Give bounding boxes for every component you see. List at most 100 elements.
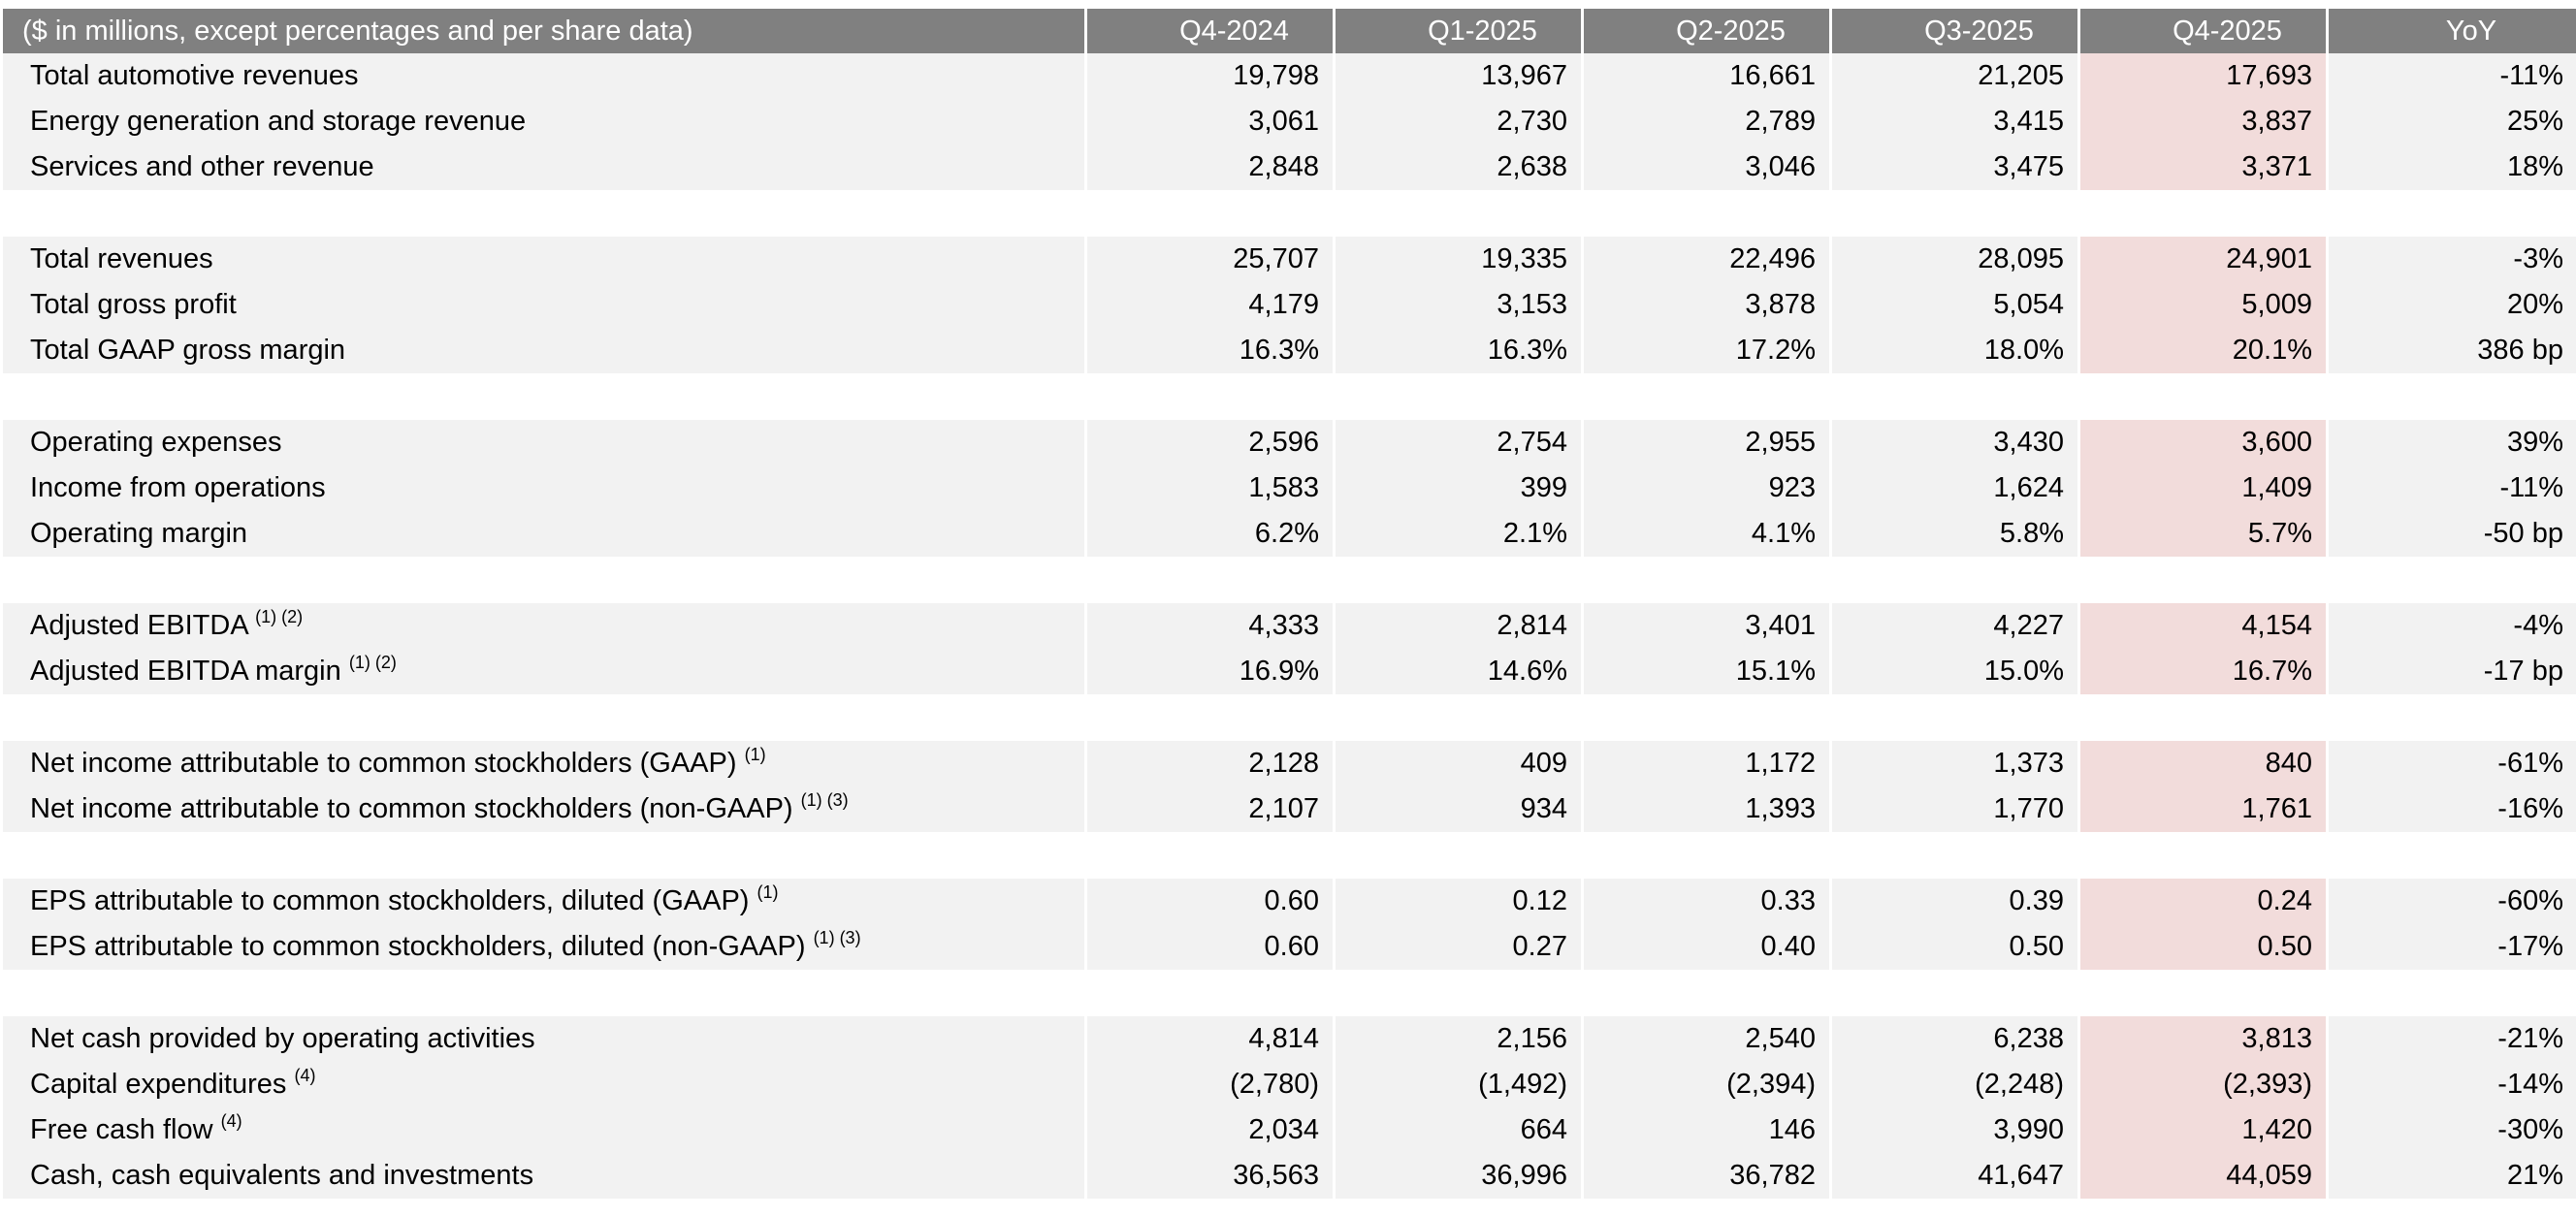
highlighted-value-cell: 24,901 [2080, 237, 2326, 282]
value-cell: 4,814 [1087, 1016, 1333, 1062]
value-cell: 3,475 [1832, 144, 2077, 190]
spacer-cell [1584, 557, 1829, 603]
footnote-reference: (1) (2) [348, 653, 397, 672]
yoy-value-cell: -11% [2329, 465, 2576, 511]
header-yoy: YoY [2329, 9, 2576, 53]
value-cell: 41,647 [1832, 1153, 2077, 1199]
row-label-cell: Services and other revenue [3, 144, 1084, 190]
table-row: Services and other revenue 2,848 2,638 3,04… [3, 144, 2576, 190]
highlighted-value-cell: 4,154 [2080, 603, 2326, 649]
value-cell: 2,596 [1087, 420, 1333, 465]
value-cell: 2,754 [1336, 420, 1581, 465]
row-label: EPS attributable to common stockholders,… [30, 931, 806, 962]
value-cell: 4,227 [1832, 603, 2077, 649]
value-cell: 3,046 [1584, 144, 1829, 190]
spacer-cell [3, 832, 1084, 879]
spacer-cell [1087, 557, 1333, 603]
highlighted-value-cell: (2,393) [2080, 1062, 2326, 1107]
spacer-cell [2329, 373, 2576, 420]
value-cell: 28,095 [1832, 237, 2077, 282]
table-row: EPS attributable to common stockholders,… [3, 924, 2576, 970]
spacer-cell [3, 970, 1084, 1016]
value-cell: 0.60 [1087, 924, 1333, 970]
spacer-cell [1087, 373, 1333, 420]
row-label-cell: Net income attributable to common stockh… [3, 741, 1084, 786]
highlighted-value-cell: 1,761 [2080, 786, 2326, 832]
table-row: Total GAAP gross margin 16.3% 16.3% 17.2% 18… [3, 328, 2576, 373]
value-cell: 36,782 [1584, 1153, 1829, 1199]
footnote-reference: (1) [744, 745, 766, 764]
table-row: Cash, cash equivalents and investments 36… [3, 1153, 2576, 1199]
value-cell: 2,156 [1336, 1016, 1581, 1062]
value-cell: 5,054 [1832, 282, 2077, 328]
footnote-reference: (1) (3) [813, 928, 861, 947]
highlighted-value-cell: 3,371 [2080, 144, 2326, 190]
spacer-cell [3, 190, 1084, 237]
header-period: Q4-2024 [1087, 9, 1333, 53]
yoy-value-cell: 25% [2329, 99, 2576, 144]
row-label-cell: Adjusted EBITDA margin (1) (2) [3, 649, 1084, 694]
value-cell: 1,770 [1832, 786, 2077, 832]
value-cell: 16,661 [1584, 53, 1829, 99]
group-spacer-row [3, 373, 2576, 420]
spacer-cell [1087, 832, 1333, 879]
row-label: Net income attributable to common stockh… [30, 748, 737, 779]
value-cell: 3,990 [1832, 1107, 2077, 1153]
highlighted-value-cell: 5.7% [2080, 511, 2326, 557]
spacer-cell [2329, 557, 2576, 603]
row-label: Operating expenses [30, 427, 282, 458]
spacer-cell [3, 373, 1084, 420]
value-cell: 0.12 [1336, 879, 1581, 924]
value-cell: 13,967 [1336, 53, 1581, 99]
row-label: Net income attributable to common stockh… [30, 793, 793, 824]
spacer-cell [1584, 832, 1829, 879]
value-cell: 21,205 [1832, 53, 2077, 99]
yoy-value-cell: -21% [2329, 1016, 2576, 1062]
row-label-cell: Net cash provided by operating activitie… [3, 1016, 1084, 1062]
table-row: Operating margin 6.2% 2.1% 4.1% 5.8% 5.7% -50 … [3, 511, 2576, 557]
value-cell: 2,638 [1336, 144, 1581, 190]
value-cell: 1,373 [1832, 741, 2077, 786]
yoy-value-cell: -4% [2329, 603, 2576, 649]
value-cell: 4.1% [1584, 511, 1829, 557]
value-cell: 15.1% [1584, 649, 1829, 694]
yoy-value-cell: -61% [2329, 741, 2576, 786]
group-spacer-row [3, 832, 2576, 879]
value-cell: 14.6% [1336, 649, 1581, 694]
row-label: Operating margin [30, 518, 248, 549]
value-cell: 1,172 [1584, 741, 1829, 786]
spacer-cell [1584, 970, 1829, 1016]
table-row: Total automotive revenues 19,798 13,967 16,… [3, 53, 2576, 99]
value-cell: 409 [1336, 741, 1581, 786]
row-label-cell: Operating expenses [3, 420, 1084, 465]
value-cell: 4,333 [1087, 603, 1333, 649]
value-cell: 19,798 [1087, 53, 1333, 99]
spacer-cell [3, 694, 1084, 741]
spacer-cell [2080, 970, 2326, 1016]
value-cell: 2,789 [1584, 99, 1829, 144]
highlighted-value-cell: 3,813 [2080, 1016, 2326, 1062]
value-cell: 2.1% [1336, 511, 1581, 557]
table-row: EPS attributable to common stockholders,… [3, 879, 2576, 924]
table-row: Total gross profit 4,179 3,153 3,878 5,054 5,… [3, 282, 2576, 328]
value-cell: 18.0% [1832, 328, 2077, 373]
value-cell: 3,415 [1832, 99, 2077, 144]
row-label: Net cash provided by operating activitie… [30, 1023, 535, 1054]
yoy-value-cell: -50 bp [2329, 511, 2576, 557]
spacer-cell [2329, 694, 2576, 741]
value-cell: (2,780) [1087, 1062, 1333, 1107]
value-cell: 5.8% [1832, 511, 2077, 557]
row-label-cell: Total automotive revenues [3, 53, 1084, 99]
value-cell: 0.60 [1087, 879, 1333, 924]
value-cell: 1,393 [1584, 786, 1829, 832]
value-cell: 15.0% [1832, 649, 2077, 694]
spacer-cell [2329, 190, 2576, 237]
value-cell: 0.33 [1584, 879, 1829, 924]
highlighted-value-cell: 1,420 [2080, 1107, 2326, 1153]
value-cell: 3,878 [1584, 282, 1829, 328]
row-label: Adjusted EBITDA [30, 610, 248, 641]
spacer-cell [1832, 832, 2077, 879]
highlighted-value-cell: 3,600 [2080, 420, 2326, 465]
row-label: Free cash flow [30, 1114, 213, 1145]
spacer-cell [2080, 373, 2326, 420]
